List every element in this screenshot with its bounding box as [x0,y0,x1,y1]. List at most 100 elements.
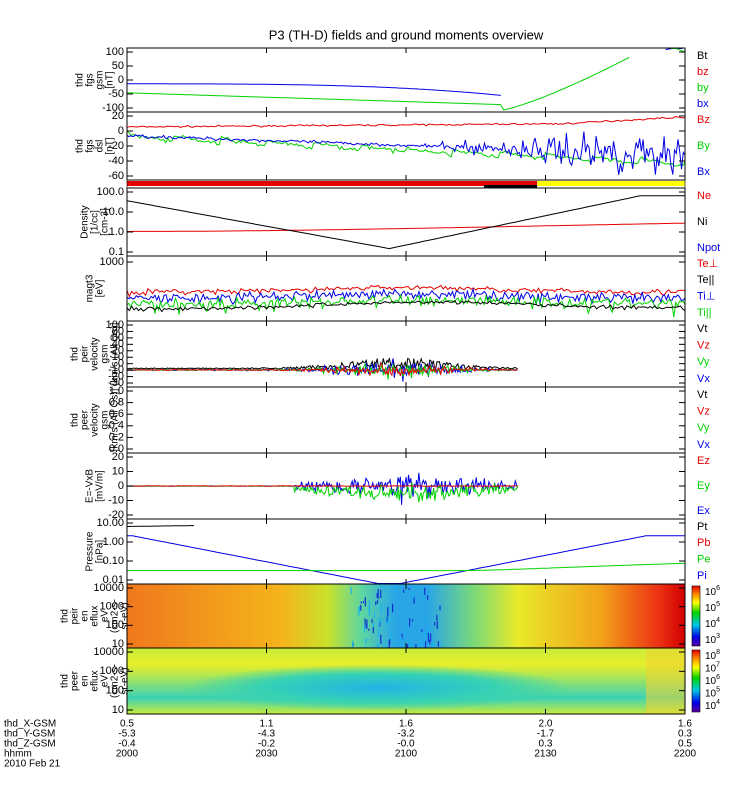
y-tick-label: 10 [112,465,124,477]
colorbar-tick-label: 105 [705,601,720,614]
ne-trace [127,222,686,232]
ion-spectrogram-streak [372,622,374,627]
y-tick-label: 100 [106,319,124,331]
panel-ylabel: peir [70,607,81,624]
ion-spectrogram-streak [380,584,382,588]
colorbar-tick-label: 104 [705,617,720,630]
ion-spectrogram-streak [436,621,438,629]
panel-frame [126,47,686,113]
pi-trace [127,535,685,584]
ion-spectrogram-streak [397,596,399,603]
status-bar-segment [484,185,538,188]
hhmm-label: 2200 [674,749,697,760]
te-par-trace [126,300,686,313]
panel-ylabel: en [80,610,91,621]
pt-trace [127,525,194,527]
ion-spectrogram-streak [419,590,421,595]
vy-trace [126,363,518,380]
panel-ylabel: [nT] [105,71,116,88]
ion-spectrogram-streak [390,631,392,641]
ion-spectrogram-streak [427,632,429,642]
ion-spectrogram-streak [432,641,434,648]
ion-spectrogram-streak [439,605,441,611]
ion-spectrogram-streak [376,600,379,604]
panel-ylabel: sr-eV) [120,602,131,629]
bx-trace [127,83,501,96]
y-tick-label: 0.4 [109,420,124,432]
panel-ylabel: velocity [90,403,101,436]
y-tick-label: 0.2 [109,431,124,443]
y-tick-label: -60 [108,170,124,182]
y-tick-label: -30 [108,377,124,389]
ion-spectrogram-streak [380,589,382,599]
ion-spectrogram-streak [368,599,371,610]
hhmm-label: 2030 [255,749,278,760]
legend-entry: Te⊥ [697,258,718,270]
panel-ylabel: thd [70,413,81,427]
ion-spectrogram-streak [380,634,382,644]
ion-spectrogram-streak [373,612,375,618]
pe-trace [127,562,686,572]
panel-ylabel: dsl [95,140,106,153]
legend-entry: Pt [697,521,707,533]
y-tick-label: 10.00 [96,517,124,529]
panel-ylabel: thd [60,609,71,623]
hhmm-label: 2130 [534,749,557,760]
chart-title: P3 (TH-D) fields and ground moments over… [269,27,544,42]
colorbar-tick-label: 106 [705,674,720,687]
legend-entry: Vz [697,340,710,352]
z-gsm-label: -0.0 [397,739,415,750]
ion-spectrogram-streak [437,640,440,647]
ion-spectrogram-streak [408,618,411,627]
ion-spectrogram-streak [358,606,361,611]
ion-spectrogram-streak [429,633,432,642]
frames-layer [126,47,701,715]
ion-spectrogram-streak [390,618,393,622]
ion-spectrogram-streak [365,638,367,644]
ion-spectrogram-streak [424,587,426,595]
by-trace [126,56,630,111]
ion-spectrogram-streak [360,604,362,611]
panel-ylabel: thd [70,347,81,361]
legend-entry: Ti|| [697,307,711,319]
y-tick-label: 0 [118,480,124,492]
legend-entry: By [697,140,710,152]
panel-ylabel: sr-eV) [120,667,131,694]
y-tick-label: 10 [112,704,124,716]
y-tick-label: 0.0 [109,443,124,455]
ion-spectrogram-streak [439,642,441,652]
legend-entry: Ez [697,455,710,467]
bx-trace [126,131,686,175]
legend-entry: Ex [697,505,710,517]
ion-spectrogram-streak [364,624,366,632]
ex-trace [127,472,519,505]
hhmm-label: 2000 [116,749,139,760]
axis-row-label: thd_Z-GSM [4,739,56,750]
panel-ylabel: Pressure [85,531,96,571]
y-tick-label: 1000 [100,256,124,268]
electron-spectrogram-core [127,648,685,714]
ion-spectrogram-streak [434,644,436,647]
te-perp-trace [126,284,686,298]
ion-spectrogram-streak [366,619,368,629]
y-tick-label: 10.0 [103,206,124,218]
ion-spectrogram-streak [395,584,397,595]
ion-spectrogram-streak [426,595,429,600]
panel-ylabel: [1/cc] [90,210,101,234]
y-tick-label: 10000 [93,582,124,594]
legend-entry: Ti⊥ [697,291,715,303]
panel-ylabel: Density [80,205,91,238]
by-trace-end [671,48,686,53]
y-tick-label: 10 [112,351,124,363]
panel-ylabel: [km/s (All Qs)] [110,322,121,385]
ion-spectrogram-streak [358,607,360,616]
legend-entry: Bz [697,114,710,126]
panel-ylabel: [nPa] [95,540,106,564]
panel-ylabel: (cm2-s- [110,664,121,698]
ion-spectrogram [127,584,685,648]
z-gsm-label: 0.3 [539,739,553,750]
y-gsm-label: -1.7 [537,729,555,740]
y-tick-label: -20 [108,509,124,521]
colorbar-tick-label: 105 [705,686,720,699]
